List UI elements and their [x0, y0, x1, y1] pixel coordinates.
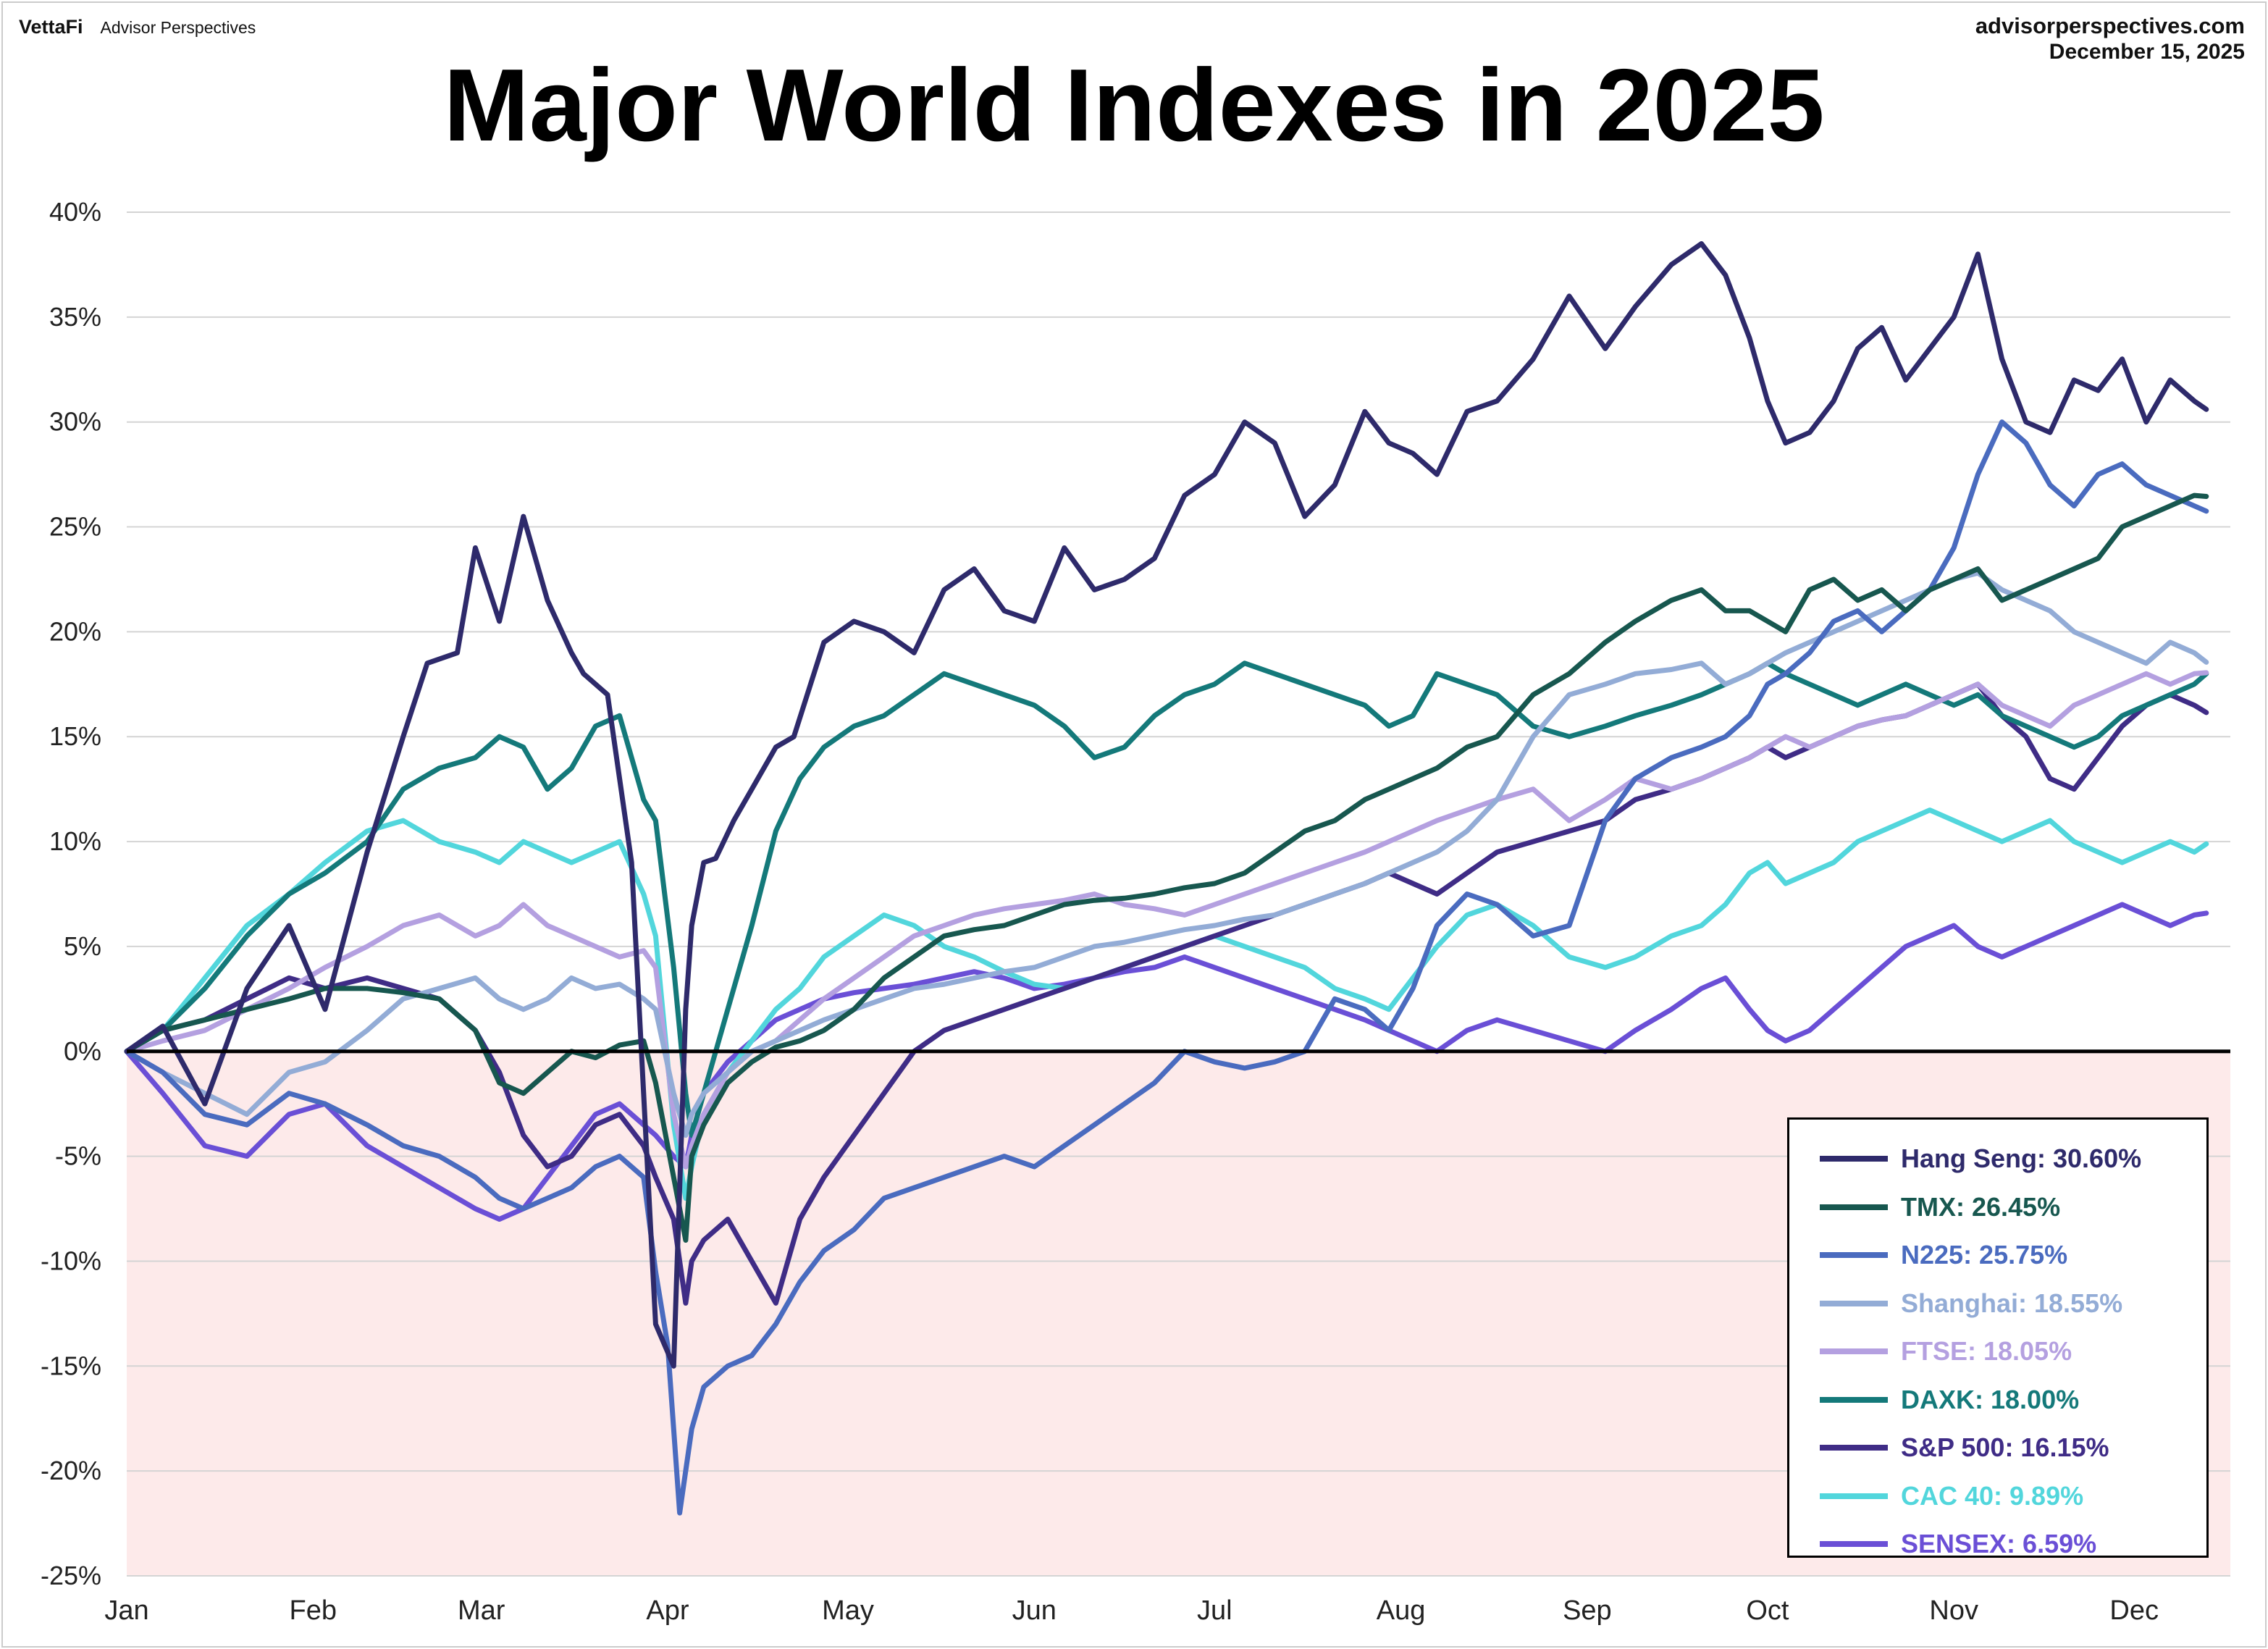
source-date: December 15, 2025	[2049, 40, 2245, 64]
legend-label: TMX: 26.45%	[1901, 1191, 2061, 1222]
series-line-ftse	[124, 670, 2209, 1170]
legend-swatch	[1820, 1156, 1888, 1162]
y-tick-label: 30%	[49, 407, 101, 437]
legend-label: CAC 40: 9.89%	[1901, 1480, 2084, 1511]
chart-title: Major World Indexes in 2025	[443, 48, 1825, 163]
y-tick-label: 5%	[64, 931, 101, 961]
x-tick-label: Feb	[290, 1595, 337, 1626]
x-tick-label: Oct	[1746, 1595, 1789, 1626]
legend: Hang Seng: 30.60% TMX: 26.45% N225: 25.75%…	[1787, 1117, 2209, 1558]
x-tick-label: Jan	[104, 1595, 148, 1626]
legend-item: SENSEX: 6.59%	[1820, 1521, 2096, 1567]
y-tick-label: 25%	[49, 512, 101, 542]
legend-swatch	[1820, 1348, 1888, 1354]
legend-item: N225: 25.75%	[1820, 1232, 2067, 1278]
y-tick-label: -5%	[55, 1141, 101, 1171]
legend-item: Shanghai: 18.55%	[1820, 1280, 2122, 1327]
x-tick-label: Apr	[646, 1595, 689, 1626]
legend-swatch	[1820, 1396, 1888, 1403]
legend-item: DAXK: 18.00%	[1820, 1377, 2079, 1423]
x-tick-label: Dec	[2109, 1595, 2159, 1626]
y-tick-label: -25%	[41, 1561, 101, 1590]
y-tick-label: -10%	[41, 1246, 101, 1275]
x-tick-label: Mar	[458, 1595, 505, 1626]
x-tick-label: Aug	[1377, 1595, 1426, 1626]
x-tick-label: Jun	[1012, 1595, 1057, 1626]
y-tick-label: -20%	[41, 1456, 101, 1485]
brand: VettaFi Advisor Perspectives	[19, 16, 256, 38]
y-tick-label: 35%	[49, 302, 101, 332]
legend-label: SENSEX: 6.59%	[1901, 1529, 2097, 1558]
legend-item: CAC 40: 9.89%	[1820, 1473, 2083, 1519]
series-line-shanghai	[124, 570, 2209, 1138]
y-tick-label: 20%	[49, 616, 101, 646]
legend-swatch	[1820, 1445, 1888, 1451]
source-url: advisorperspectives.com	[1975, 13, 2245, 38]
x-tick-label: Sep	[1563, 1595, 1612, 1626]
x-tick-label: Nov	[1929, 1595, 1978, 1626]
legend-label: Shanghai: 18.55%	[1901, 1288, 2123, 1318]
legend-label: N225: 25.75%	[1901, 1240, 2068, 1270]
series-line-hang-seng	[124, 241, 2209, 1369]
vettafi-logo: VettaFi	[19, 16, 83, 38]
legend-label: DAXK: 18.00%	[1901, 1384, 2080, 1414]
legend-item: FTSE: 18.05%	[1820, 1328, 2072, 1375]
brand-subtitle: Advisor Perspectives	[100, 18, 256, 37]
legend-label: Hang Seng: 30.60%	[1901, 1144, 2142, 1173]
x-tick-label: Jul	[1197, 1595, 1232, 1626]
y-tick-label: 15%	[49, 721, 101, 751]
legend-swatch	[1820, 1252, 1888, 1258]
legend-item: S&P 500: 16.15%	[1820, 1424, 2109, 1471]
legend-item: Hang Seng: 30.60%	[1820, 1136, 2141, 1182]
legend-swatch	[1820, 1300, 1888, 1306]
series-line-tmx	[124, 492, 2209, 1243]
series-line-sensex	[124, 902, 2209, 1222]
legend-swatch	[1820, 1493, 1888, 1499]
y-tick-label: 0%	[64, 1036, 101, 1066]
legend-swatch	[1820, 1204, 1888, 1210]
x-tick-label: May	[822, 1595, 874, 1626]
y-tick-label: 40%	[49, 197, 101, 227]
legend-label: FTSE: 18.05%	[1901, 1336, 2072, 1366]
y-tick-label: -15%	[41, 1351, 101, 1380]
legend-swatch	[1820, 1541, 1888, 1547]
source-block: advisorperspectives.com December 15, 202…	[1975, 13, 2245, 65]
legend-label: S&P 500: 16.15%	[1901, 1432, 2109, 1462]
legend-item: TMX: 26.45%	[1820, 1184, 2060, 1230]
y-tick-label: 10%	[49, 826, 101, 856]
series-line-daxk	[124, 660, 2209, 1138]
